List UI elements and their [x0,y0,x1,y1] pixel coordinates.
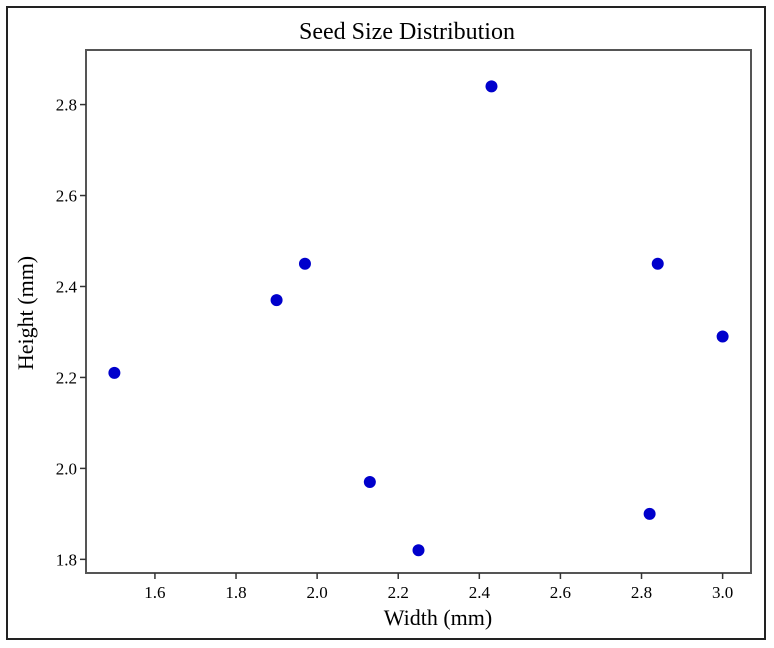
x-tick-label: 2.0 [307,583,328,602]
x-axis: 1.6 1.8 2.0 2.2 2.4 2.6 2.8 3.0 [144,573,733,602]
x-tick-label: 2.8 [631,583,652,602]
y-axis-label: Height (mm) [13,256,38,370]
x-tick-label: 2.2 [388,583,409,602]
data-point [363,476,376,489]
data-point [412,544,425,557]
data-point [270,294,283,307]
data-point [716,330,729,343]
x-tick-label: 2.6 [550,583,571,602]
y-tick-label: 2.2 [56,368,77,387]
plot-area [85,49,752,574]
x-tick-label: 3.0 [712,583,733,602]
y-axis: 1.8 2.0 2.2 2.4 2.6 2.8 [56,96,86,569]
x-tick-label: 2.4 [469,583,491,602]
x-axis-label: Width (mm) [384,605,493,630]
chart-title: Seed Size Distribution [299,19,515,45]
data-point [108,366,121,379]
x-tick-label: 1.6 [144,583,165,602]
y-tick-label: 2.8 [56,96,77,115]
chart-frame [6,6,766,640]
data-point [298,257,311,270]
data-point [651,257,664,270]
y-tick-label: 2.4 [56,277,78,296]
x-tick-label: 1.8 [225,583,246,602]
y-tick-label: 2.6 [56,187,77,206]
y-tick-label: 1.8 [56,550,77,569]
y-tick-label: 2.0 [56,459,77,478]
data-point [485,80,498,93]
data-point [643,507,656,520]
data-points [108,80,729,557]
